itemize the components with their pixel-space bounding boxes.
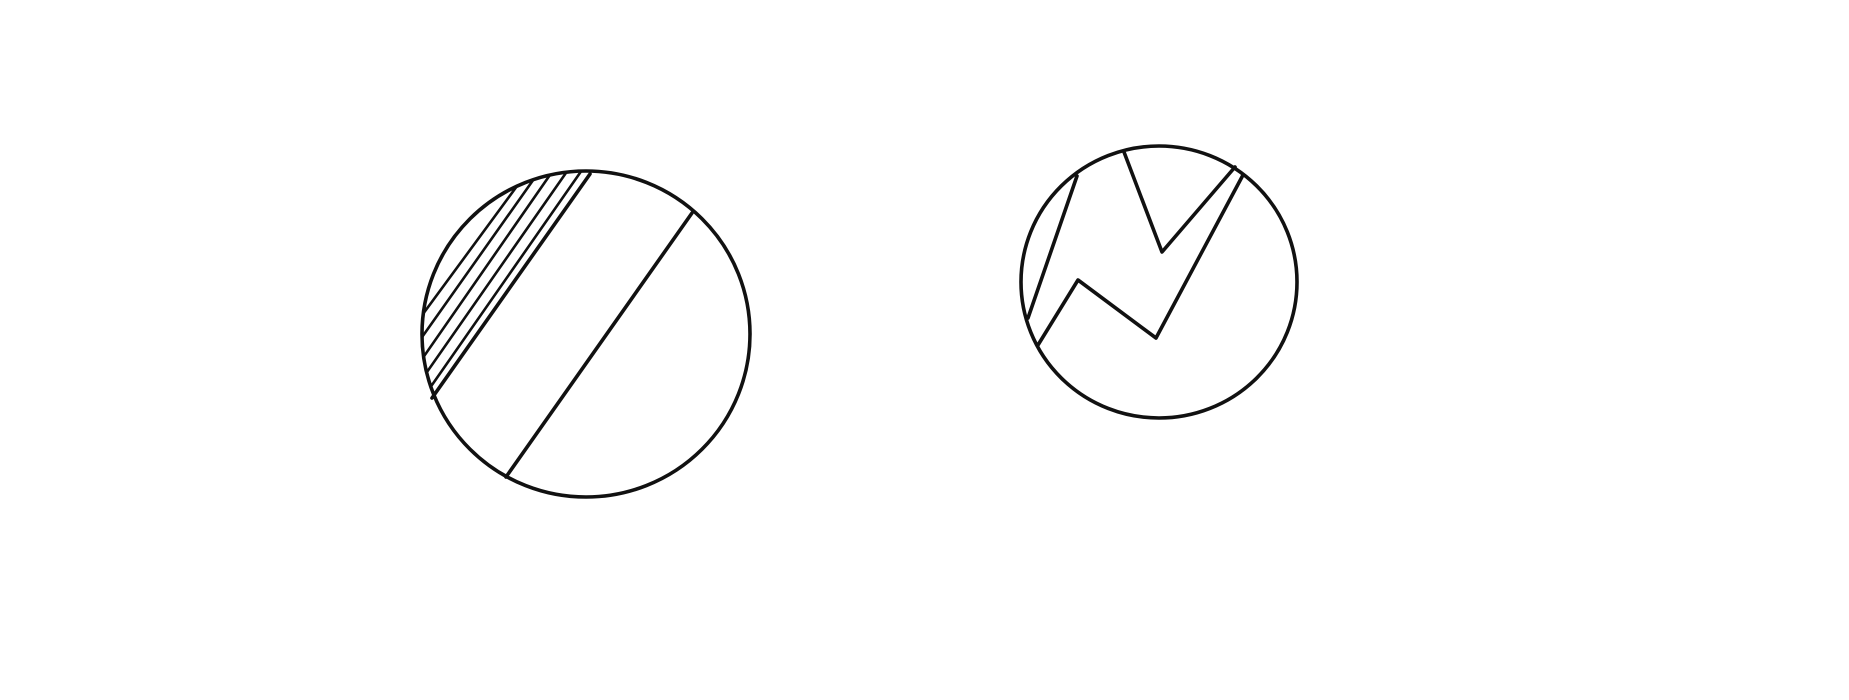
right-zigzag-crack (1036, 173, 1245, 347)
left-circle-outline (420, 169, 752, 499)
hatch-line (422, 171, 554, 364)
left-chord-lower (504, 211, 694, 479)
hatch-line (422, 174, 538, 342)
right-figure (1019, 144, 1299, 420)
left-chord-upper (430, 172, 592, 400)
hatch-line (423, 171, 584, 397)
right-circle-outline (1019, 144, 1299, 420)
hatch-line (422, 171, 570, 384)
right-chord-left (1026, 174, 1079, 320)
hatch-line (422, 180, 522, 320)
hatched-segment (422, 171, 584, 397)
right-notch (1122, 150, 1237, 254)
left-figure (420, 169, 752, 499)
